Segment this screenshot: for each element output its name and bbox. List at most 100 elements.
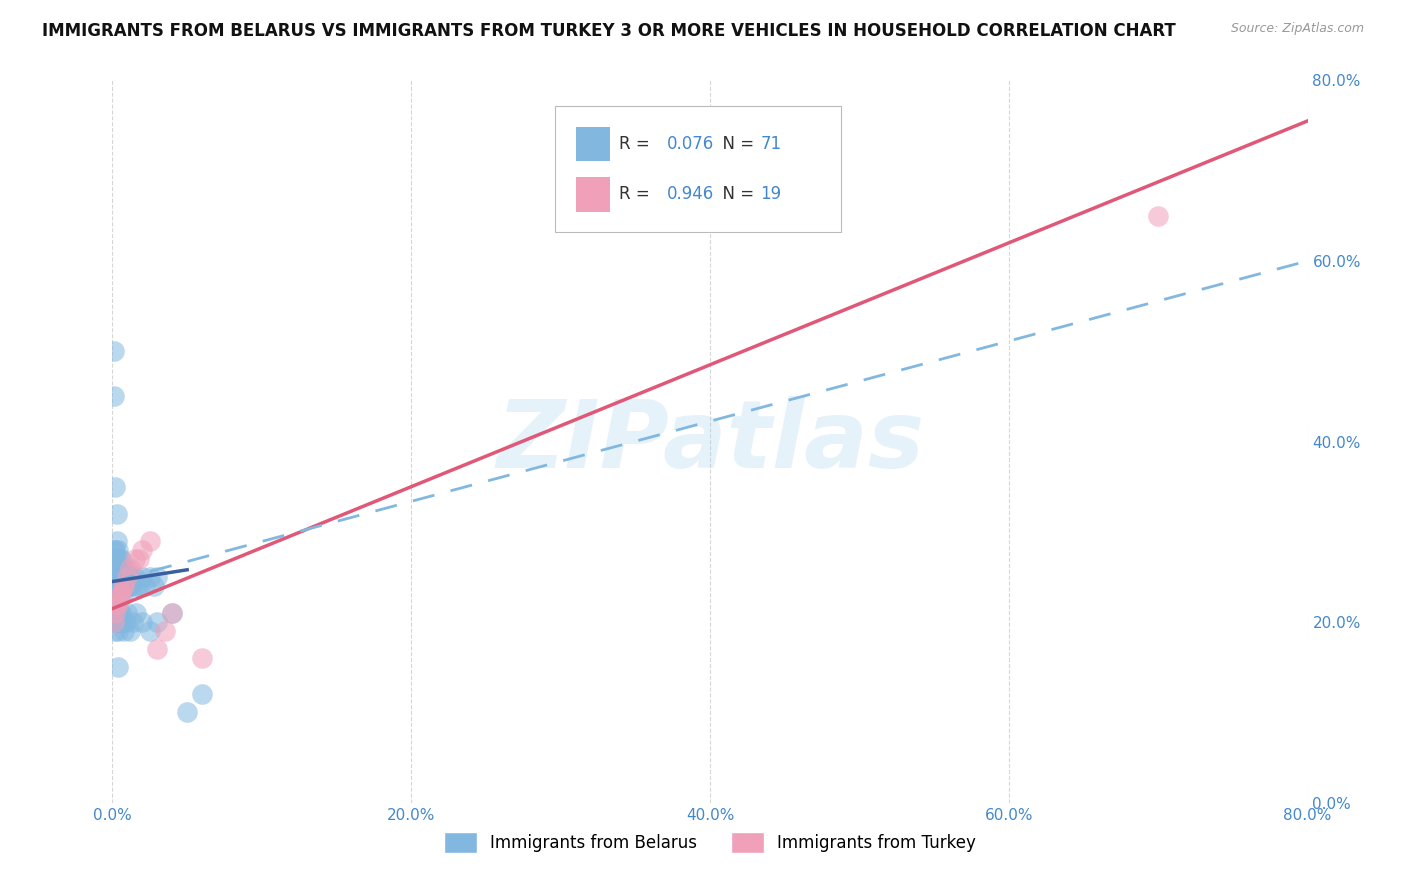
Point: [103, 615, 125, 630]
Point: [139, 624, 162, 639]
Point: [146, 570, 169, 584]
Text: 71: 71: [761, 135, 782, 153]
Text: ZIPatlas: ZIPatlas: [496, 395, 924, 488]
Point: [104, 624, 127, 639]
Point: [122, 579, 145, 593]
Point: [128, 552, 150, 566]
Point: [139, 533, 162, 548]
Text: 0.076: 0.076: [666, 135, 714, 153]
Point: [108, 552, 131, 566]
Point: [114, 579, 135, 593]
Point: [108, 588, 131, 602]
Point: [117, 606, 139, 620]
Point: [107, 542, 129, 557]
Point: [191, 651, 214, 665]
Point: [104, 561, 127, 575]
Point: [111, 561, 134, 575]
Point: [105, 570, 128, 584]
Point: [108, 588, 131, 602]
Point: [111, 588, 134, 602]
Point: [111, 579, 134, 593]
Text: 0.946: 0.946: [666, 186, 714, 203]
Point: [107, 624, 129, 639]
Text: R =: R =: [619, 135, 655, 153]
Point: [114, 561, 135, 575]
Point: [176, 706, 198, 720]
Point: [108, 615, 131, 630]
Point: [128, 579, 150, 593]
Point: [105, 606, 128, 620]
Point: [104, 542, 127, 557]
Point: [104, 480, 127, 494]
Point: [114, 579, 135, 593]
Point: [108, 570, 131, 584]
Point: [131, 570, 153, 584]
Point: [114, 624, 135, 639]
Text: N =: N =: [713, 135, 759, 153]
Point: [120, 624, 142, 639]
Legend: Immigrants from Belarus, Immigrants from Turkey: Immigrants from Belarus, Immigrants from…: [437, 826, 983, 860]
Point: [143, 579, 166, 593]
Point: [103, 542, 125, 557]
Point: [107, 606, 129, 620]
Point: [146, 642, 169, 657]
Point: [107, 660, 129, 674]
Point: [117, 570, 139, 584]
Point: [107, 597, 129, 611]
Point: [104, 615, 127, 630]
Point: [125, 606, 148, 620]
Point: [162, 606, 183, 620]
Point: [105, 597, 128, 611]
Point: [1147, 209, 1170, 223]
Point: [115, 570, 138, 584]
Point: [115, 615, 138, 630]
Text: N =: N =: [713, 186, 759, 203]
Point: [105, 533, 128, 548]
Point: [134, 579, 156, 593]
Point: [118, 579, 141, 593]
Point: [122, 615, 145, 630]
Point: [115, 579, 138, 593]
Point: [105, 507, 128, 521]
Point: [131, 542, 153, 557]
Point: [125, 579, 148, 593]
Point: [111, 570, 134, 584]
Point: [117, 561, 139, 575]
Point: [108, 606, 131, 620]
Point: [107, 579, 129, 593]
Point: [131, 615, 153, 630]
Point: [111, 615, 134, 630]
Point: [105, 615, 128, 630]
Point: [107, 561, 129, 575]
Point: [105, 579, 128, 593]
Point: [110, 570, 132, 584]
Point: [110, 588, 132, 602]
Point: [104, 606, 127, 620]
Text: 19: 19: [761, 186, 782, 203]
Point: [139, 570, 162, 584]
Text: Source: ZipAtlas.com: Source: ZipAtlas.com: [1230, 22, 1364, 36]
Point: [103, 615, 125, 630]
Point: [162, 606, 183, 620]
Point: [153, 624, 176, 639]
Point: [103, 344, 125, 359]
Bar: [576, 178, 610, 211]
Point: [103, 552, 125, 566]
Point: [121, 570, 143, 584]
Text: IMMIGRANTS FROM BELARUS VS IMMIGRANTS FROM TURKEY 3 OR MORE VEHICLES IN HOUSEHOL: IMMIGRANTS FROM BELARUS VS IMMIGRANTS FR…: [42, 22, 1175, 40]
Point: [101, 597, 124, 611]
Point: [191, 687, 214, 701]
Point: [110, 579, 132, 593]
Point: [103, 389, 125, 403]
Point: [117, 579, 139, 593]
Point: [124, 552, 146, 566]
Point: [124, 570, 146, 584]
Point: [110, 606, 132, 620]
Point: [110, 552, 132, 566]
Point: [118, 570, 141, 584]
FancyBboxPatch shape: [554, 105, 842, 232]
Point: [103, 606, 125, 620]
Point: [110, 615, 132, 630]
Point: [120, 579, 142, 593]
Text: R =: R =: [619, 186, 655, 203]
